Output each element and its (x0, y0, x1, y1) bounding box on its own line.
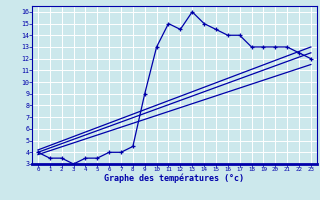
X-axis label: Graphe des températures (°c): Graphe des températures (°c) (104, 173, 244, 183)
